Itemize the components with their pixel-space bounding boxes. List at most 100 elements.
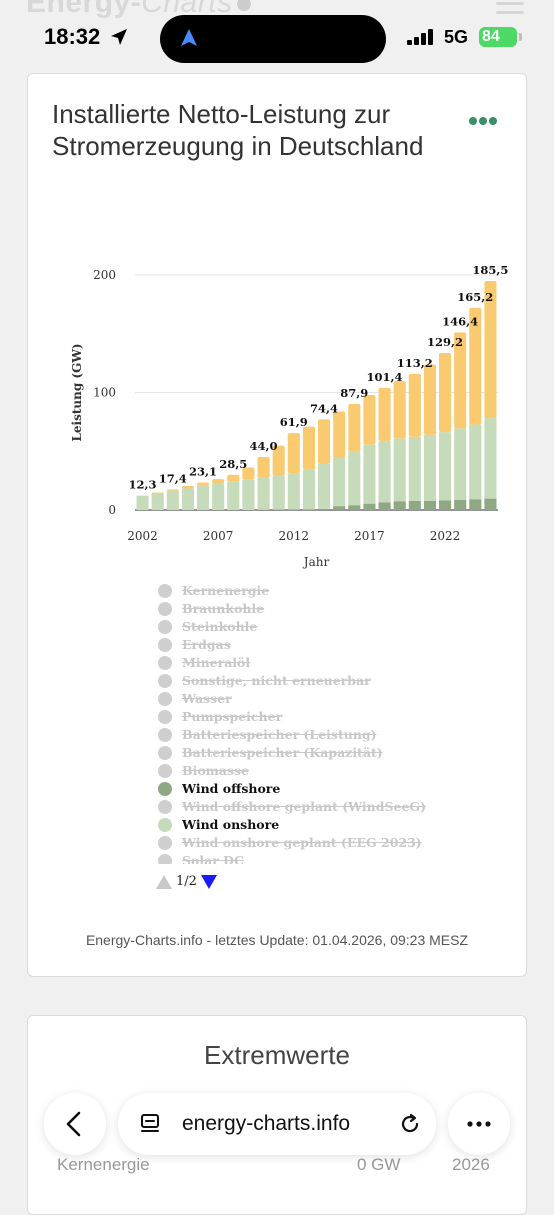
bar-wind-onshore[interactable] <box>394 439 406 502</box>
bar-wind-onshore[interactable] <box>167 491 179 510</box>
bar-solar[interactable] <box>333 411 345 457</box>
bar-wind-offshore[interactable] <box>394 501 406 510</box>
extremes-title: Extremwerte <box>28 1040 526 1071</box>
data-label: 165,2 <box>457 290 493 304</box>
legend-item-biomasse[interactable]: Biomasse <box>158 762 249 780</box>
bar-solar[interactable] <box>363 395 375 445</box>
bar-wind-onshore[interactable] <box>182 488 194 510</box>
bar-wind-offshore[interactable] <box>439 500 451 510</box>
url-text: energy-charts.info <box>182 1112 350 1136</box>
bar-wind-onshore[interactable] <box>424 435 436 501</box>
bar-wind-onshore[interactable] <box>363 445 375 504</box>
bar-solar[interactable] <box>227 475 239 482</box>
bar-wind-offshore[interactable] <box>484 499 496 510</box>
legend-item-wind-offshore-geplant-windseeg[interactable]: Wind offshore geplant (WindSeeG) <box>158 798 426 816</box>
legend-item-batteriespeicher-kapazität[interactable]: Batteriespeicher (Kapazität) <box>158 744 383 762</box>
data-label: 101,4 <box>367 370 403 384</box>
bar-wind-offshore[interactable] <box>318 509 330 510</box>
legend-page-up-icon[interactable] <box>156 875 172 889</box>
legend-item-wind-offshore[interactable]: Wind offshore <box>158 780 280 798</box>
address-bar[interactable]: energy-charts.info <box>118 1093 436 1155</box>
legend-item-braunkohle[interactable]: Braunkohle <box>158 600 264 618</box>
bar-solar[interactable] <box>258 457 270 478</box>
y-axis-title: Leistung (GW) <box>70 343 84 441</box>
bar-solar[interactable] <box>409 374 421 437</box>
bar-wind-onshore[interactable] <box>484 418 496 498</box>
legend-label: Steinkohle <box>182 619 257 634</box>
legend-label: Wind onshore geplant (EEG 2023) <box>182 835 422 850</box>
bar-wind-onshore[interactable] <box>288 473 300 509</box>
data-label: 129,2 <box>427 335 463 349</box>
data-label: 23,1 <box>189 465 217 479</box>
battery-tip <box>519 33 522 41</box>
legend-item-wasser[interactable]: Wasser <box>158 690 232 708</box>
bar-wind-onshore[interactable] <box>273 476 285 510</box>
bar-solar[interactable] <box>182 486 194 488</box>
legend-dot-icon <box>158 656 172 670</box>
bar-solar[interactable] <box>394 381 406 439</box>
bar-wind-offshore[interactable] <box>303 509 315 510</box>
x-tick-label: 2022 <box>430 529 461 543</box>
bar-solar[interactable] <box>348 404 360 452</box>
bar-wind-onshore[interactable] <box>379 441 391 502</box>
bar-solar[interactable] <box>197 483 209 486</box>
bar-wind-onshore[interactable] <box>454 428 466 500</box>
legend-dot-icon <box>158 692 172 706</box>
bar-wind-onshore[interactable] <box>152 493 164 510</box>
back-button[interactable] <box>44 1093 106 1155</box>
bar-wind-offshore[interactable] <box>348 505 360 510</box>
bar-solar[interactable] <box>288 433 300 473</box>
bar-solar[interactable] <box>424 365 436 435</box>
menu-icon[interactable] <box>496 2 524 20</box>
bar-solar[interactable] <box>167 489 179 490</box>
bar-wind-onshore[interactable] <box>333 457 345 506</box>
bar-wind-offshore[interactable] <box>379 502 391 510</box>
legend-item-wind-onshore-geplant-eeg-2023[interactable]: Wind onshore geplant (EEG 2023) <box>158 834 422 852</box>
legend-item-kernenergie[interactable]: Kernenergie <box>158 582 269 600</box>
bar-wind-offshore[interactable] <box>363 504 375 510</box>
bar-wind-onshore[interactable] <box>439 432 451 500</box>
bar-wind-offshore[interactable] <box>424 501 436 510</box>
bar-wind-onshore[interactable] <box>197 486 209 510</box>
legend-item-erdgas[interactable]: Erdgas <box>158 636 231 654</box>
bar-wind-onshore[interactable] <box>227 482 239 510</box>
bar-wind-onshore[interactable] <box>303 470 315 510</box>
bar-solar[interactable] <box>379 388 391 441</box>
legend-item-pumpspeicher[interactable]: Pumpspeicher <box>158 708 282 726</box>
bar-solar[interactable] <box>439 353 451 432</box>
y-tick-label: 100 <box>93 386 116 400</box>
page-menu-icon[interactable] <box>138 1112 162 1136</box>
bar-wind-offshore[interactable] <box>454 500 466 510</box>
bar-wind-onshore[interactable] <box>137 496 149 510</box>
bar-wind-onshore[interactable] <box>242 480 254 510</box>
bar-wind-offshore[interactable] <box>409 501 421 510</box>
bar-wind-onshore[interactable] <box>258 478 270 510</box>
bar-wind-onshore[interactable] <box>469 425 481 500</box>
bar-wind-onshore[interactable] <box>212 484 224 510</box>
legend-item-batteriespeicher-leistung[interactable]: Batteriespeicher (Leistung) <box>158 726 377 744</box>
legend-item-solar-dc[interactable]: Solar DC <box>158 852 244 864</box>
legend-item-steinkohle[interactable]: Steinkohle <box>158 618 257 636</box>
legend-item-mineralöl[interactable]: Mineralöl <box>158 654 250 672</box>
bar-wind-offshore[interactable] <box>469 499 481 510</box>
legend-page-down-icon[interactable] <box>201 875 217 889</box>
bar-solar[interactable] <box>303 427 315 470</box>
bar-wind-offshore[interactable] <box>333 506 345 510</box>
legend-label: Wind onshore <box>182 817 279 832</box>
legend-dot-icon <box>158 782 172 796</box>
more-button[interactable] <box>448 1093 510 1155</box>
bar-wind-onshore[interactable] <box>409 437 421 501</box>
data-label: 12,3 <box>129 478 157 492</box>
bar-solar[interactable] <box>212 479 224 484</box>
bar-wind-onshore[interactable] <box>348 452 360 505</box>
legend-label: Kernenergie <box>182 583 269 598</box>
bar-wind-onshore[interactable] <box>318 464 330 509</box>
dynamic-island <box>160 15 386 63</box>
navigation-arrow-icon <box>178 27 200 49</box>
bar-solar[interactable] <box>318 419 330 464</box>
legend-item-wind-onshore[interactable]: Wind onshore <box>158 816 279 834</box>
legend-item-sonstige-nicht-erneuerbar[interactable]: Sonstige, nicht erneuerbar <box>158 672 371 690</box>
reload-icon[interactable] <box>398 1112 422 1136</box>
cellular-signal-icon <box>407 29 435 45</box>
data-label: 74,4 <box>310 401 338 415</box>
